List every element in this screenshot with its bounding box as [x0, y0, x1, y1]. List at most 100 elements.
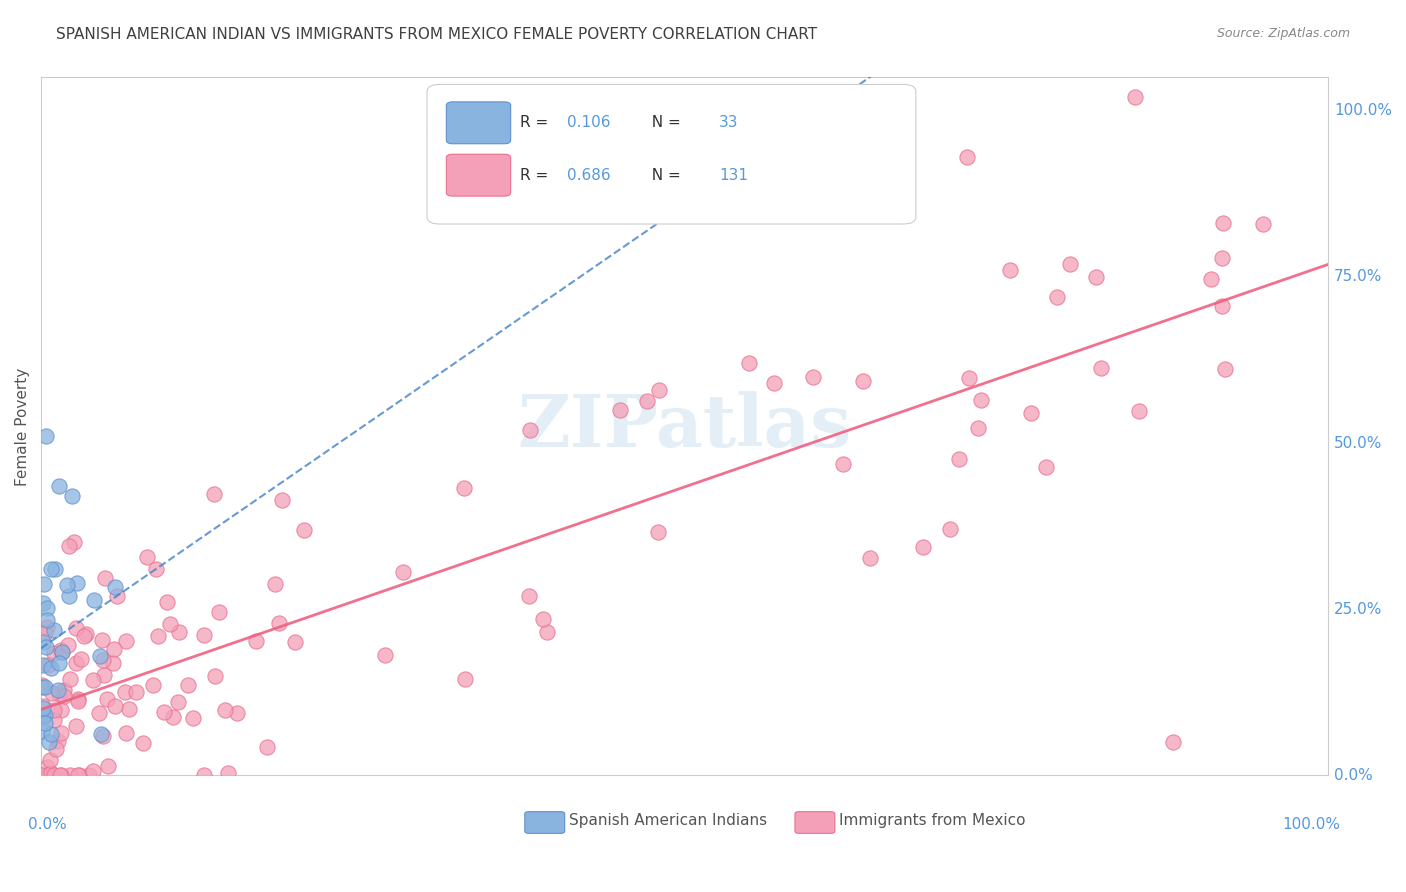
Point: [45, 742, 67, 756]
Point: [37, 657, 59, 672]
Text: Spanish American Indians: Spanish American Indians: [568, 814, 766, 829]
Point: [392, 566, 415, 580]
Text: N =: N =: [643, 115, 686, 130]
Text: 0.106: 0.106: [567, 115, 610, 130]
Point: [67, 692, 90, 706]
Text: 33: 33: [718, 115, 738, 130]
Point: [58, 539, 80, 553]
Point: [801, 369, 824, 384]
Point: [115, 726, 138, 740]
Point: [37, 768, 59, 782]
Point: [46, 682, 69, 697]
FancyBboxPatch shape: [524, 812, 565, 833]
Point: [32, 577, 55, 591]
Point: [125, 685, 148, 699]
Point: [1035, 459, 1057, 474]
Text: 0.0%: 0.0%: [28, 817, 67, 832]
Text: 75.0%: 75.0%: [1334, 269, 1382, 285]
Point: [58, 638, 80, 652]
Point: [44, 562, 66, 576]
Point: [156, 595, 179, 609]
Point: [536, 625, 558, 640]
Point: [145, 562, 167, 576]
Point: [56, 577, 79, 591]
Text: R =: R =: [520, 115, 553, 130]
Point: [49, 725, 72, 739]
Point: [763, 376, 786, 391]
Point: [263, 577, 285, 591]
Point: [292, 523, 315, 537]
Point: [32, 596, 55, 610]
Point: [374, 648, 396, 662]
Point: [31, 681, 53, 695]
Point: [1161, 735, 1184, 749]
Point: [118, 702, 141, 716]
Text: 100.0%: 100.0%: [1334, 103, 1392, 118]
Text: 50.0%: 50.0%: [1334, 435, 1382, 450]
Text: 0.0%: 0.0%: [1334, 768, 1372, 783]
Point: [1212, 216, 1234, 230]
Point: [1059, 256, 1081, 270]
Point: [859, 551, 882, 566]
Point: [948, 451, 970, 466]
Point: [1213, 362, 1236, 376]
Text: ZIPatlas: ZIPatlas: [517, 391, 852, 462]
Point: [208, 605, 231, 619]
Point: [44, 703, 66, 717]
Point: [60, 489, 83, 503]
Point: [49, 643, 72, 657]
Point: [35, 640, 58, 654]
Point: [66, 694, 89, 708]
Point: [101, 656, 124, 670]
FancyBboxPatch shape: [446, 102, 510, 144]
Point: [93, 730, 115, 744]
Point: [1000, 263, 1022, 277]
Point: [34, 680, 56, 694]
Point: [103, 581, 125, 595]
Point: [852, 374, 875, 388]
Point: [1211, 299, 1233, 313]
Point: [38, 735, 60, 749]
Point: [44, 768, 66, 782]
Point: [454, 673, 477, 687]
Point: [114, 685, 136, 699]
Point: [35, 620, 58, 634]
Point: [284, 634, 307, 648]
Point: [39, 727, 62, 741]
Point: [35, 601, 58, 615]
Point: [256, 739, 278, 754]
Point: [204, 669, 226, 683]
Point: [31, 658, 53, 673]
Text: Source: ZipAtlas.com: Source: ZipAtlas.com: [1216, 27, 1350, 40]
Text: SPANISH AMERICAN INDIAN VS IMMIGRANTS FROM MEXICO FEMALE POVERTY CORRELATION CHA: SPANISH AMERICAN INDIAN VS IMMIGRANTS FR…: [56, 27, 817, 42]
Point: [77, 768, 100, 782]
Point: [647, 383, 669, 397]
Point: [271, 493, 294, 508]
Point: [911, 541, 934, 555]
Point: [97, 758, 120, 772]
Point: [58, 590, 80, 604]
Point: [167, 625, 190, 640]
Point: [65, 719, 87, 733]
Text: 100.0%: 100.0%: [1282, 817, 1340, 832]
Point: [39, 660, 62, 674]
Point: [37, 613, 59, 627]
Point: [152, 705, 174, 719]
Point: [517, 589, 540, 603]
Y-axis label: Female Poverty: Female Poverty: [15, 368, 30, 485]
Point: [957, 371, 980, 385]
Point: [245, 633, 267, 648]
Point: [956, 150, 979, 164]
Point: [34, 626, 56, 640]
Point: [609, 402, 631, 417]
Point: [1123, 90, 1146, 104]
Point: [737, 356, 759, 370]
Text: N =: N =: [643, 168, 686, 183]
Point: [89, 648, 111, 663]
Point: [42, 713, 65, 727]
Point: [1128, 403, 1150, 417]
Point: [30, 768, 52, 782]
Point: [65, 657, 87, 671]
Point: [35, 429, 58, 443]
Point: [115, 634, 138, 648]
